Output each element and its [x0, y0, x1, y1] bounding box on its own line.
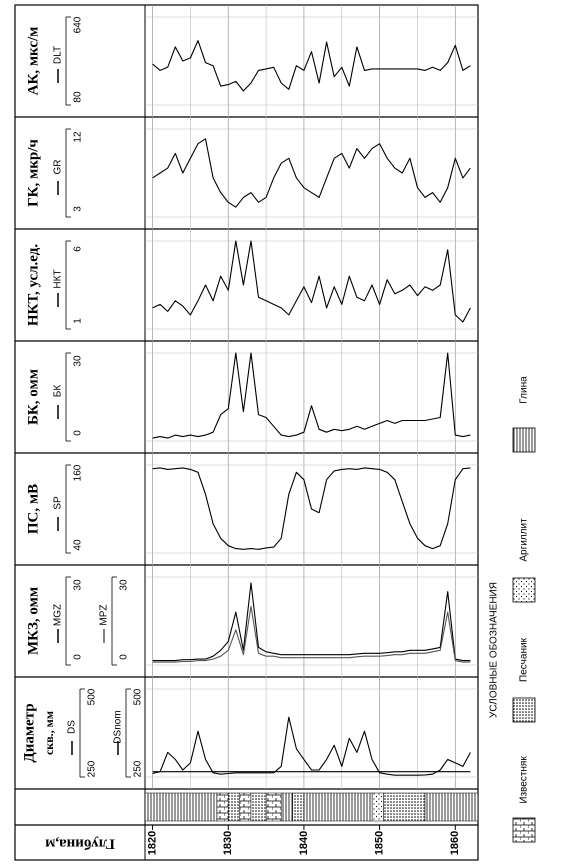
- scale-label: 250: [87, 760, 98, 777]
- track-title: ПС, мВ: [25, 484, 41, 534]
- scale-label: 30: [119, 579, 130, 591]
- depth-label: 1830: [222, 831, 234, 855]
- lithology-interval: [383, 792, 426, 822]
- series-name: GR: [53, 160, 64, 175]
- legend-title: УСЛОВНЫЕ ОБОЗНАЧЕНИЯ: [489, 582, 500, 718]
- lithology-interval: [144, 792, 218, 822]
- series-name: НКТ: [53, 269, 64, 288]
- lithology-interval: [371, 792, 384, 822]
- track-title: МКЗ, омм: [25, 587, 41, 655]
- lithology-interval: [216, 792, 229, 822]
- lithology-interval: [265, 792, 282, 822]
- log-curve: [152, 40, 471, 92]
- legend-label: Известняк: [519, 756, 530, 804]
- series-name: MPZ: [99, 604, 110, 625]
- log-curve: [152, 352, 471, 439]
- frame: [14, 4, 479, 861]
- scale-label: 30: [73, 355, 84, 367]
- scale-label: 30: [73, 579, 84, 591]
- depth-label: 1820: [146, 831, 158, 855]
- lithology-interval: [424, 792, 479, 822]
- series-name: DS: [67, 720, 78, 734]
- series-name: MGZ: [53, 604, 64, 626]
- legend-swatch: [512, 697, 536, 723]
- series-name: DSnom: [113, 710, 124, 743]
- log-curve: [152, 716, 471, 776]
- track-subtitle: скв., мм: [42, 711, 56, 755]
- depth-label: 1860: [449, 831, 461, 855]
- legend-label: Глина: [519, 376, 530, 404]
- legend-label: Аргиллит: [519, 518, 530, 562]
- log-curve: [152, 467, 471, 550]
- legend-swatch: [512, 577, 536, 603]
- scale-label: 0: [73, 430, 84, 436]
- scale-label: 250: [133, 760, 144, 777]
- series-name: БК: [53, 385, 64, 398]
- scale-label: 1: [73, 318, 84, 324]
- lithology-interval: [292, 792, 305, 822]
- scale-label: 80: [73, 91, 84, 103]
- scale-label: 0: [73, 654, 84, 660]
- depth-label: 1850: [374, 831, 386, 855]
- lithology-interval: [250, 792, 267, 822]
- legend-swatch: [512, 817, 536, 843]
- track-title: Диаметр: [21, 703, 37, 762]
- track-title: АК, мкс/м: [25, 27, 41, 96]
- scale-label: 0: [119, 654, 130, 660]
- legend-label: Песчаник: [519, 637, 530, 682]
- scale-label: 500: [87, 688, 98, 705]
- depth-axis-title: Глубина,м: [45, 836, 115, 852]
- track-title: ГК, мкр/ч: [25, 139, 41, 207]
- depth-label: 1840: [298, 831, 310, 855]
- log-curve: [152, 582, 471, 662]
- series-name: SP: [53, 496, 64, 510]
- scale-label: 160: [73, 464, 84, 481]
- scale-label: 3: [73, 206, 84, 212]
- scale-label: 500: [133, 688, 144, 705]
- track-title: БК, омм: [25, 369, 41, 425]
- scale-label: 40: [73, 539, 84, 551]
- legend-swatch: [512, 427, 536, 453]
- log-curve: [152, 138, 471, 208]
- lithology-interval: [239, 792, 252, 822]
- log-curve: [152, 240, 471, 323]
- lithology-interval: [303, 792, 373, 822]
- scale-label: 6: [73, 246, 84, 252]
- lithology-interval: [280, 792, 293, 822]
- scale-label: 12: [73, 131, 84, 143]
- lithology-interval: [228, 792, 240, 822]
- series-name: DLT: [53, 46, 64, 64]
- log-curve: [152, 605, 471, 663]
- track-title: НКТ, усл.ед.: [25, 244, 41, 326]
- scale-label: 640: [73, 16, 84, 33]
